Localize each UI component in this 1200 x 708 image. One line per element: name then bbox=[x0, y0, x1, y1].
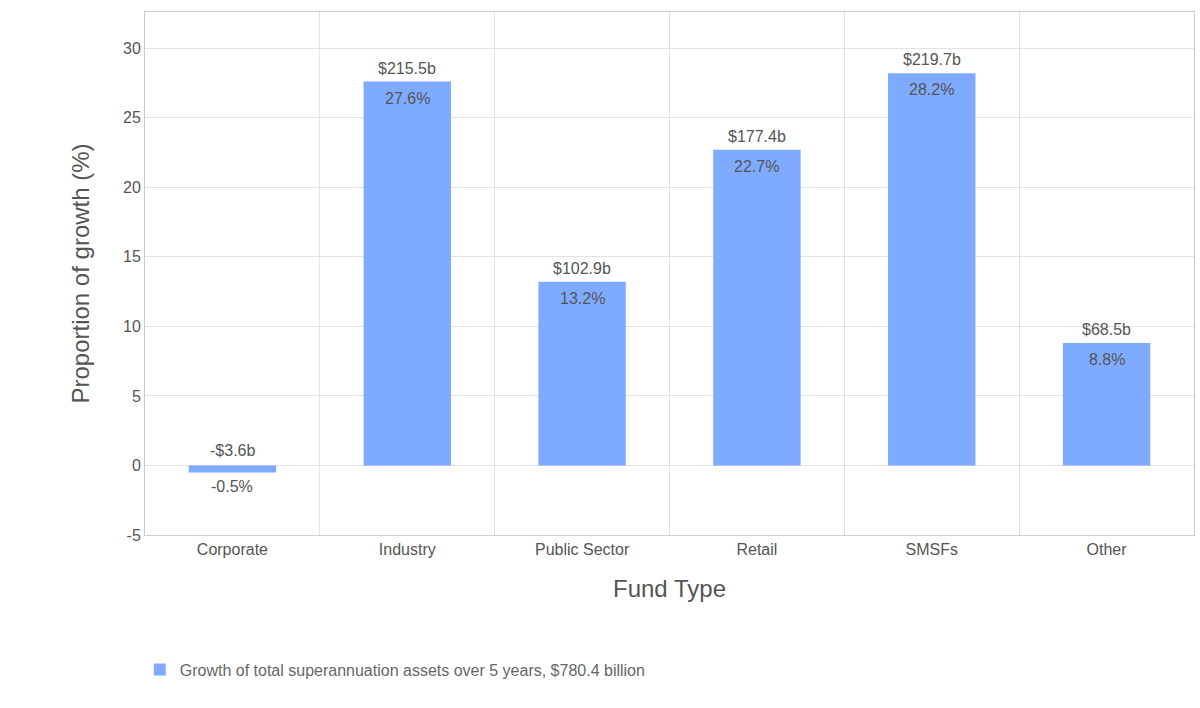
svg-text:10: 10 bbox=[123, 318, 141, 335]
svg-text:Proportion of growth (%): Proportion of growth (%) bbox=[67, 143, 94, 403]
svg-text:13.2%: 13.2% bbox=[560, 290, 605, 307]
svg-text:Industry: Industry bbox=[379, 541, 436, 558]
svg-text:Retail: Retail bbox=[736, 541, 777, 558]
svg-text:5: 5 bbox=[132, 388, 141, 405]
svg-text:Corporate: Corporate bbox=[197, 541, 268, 558]
svg-text:28.2%: 28.2% bbox=[909, 81, 954, 98]
svg-text:SMSFs: SMSFs bbox=[906, 541, 958, 558]
svg-text:Other: Other bbox=[1087, 541, 1128, 558]
svg-text:-$3.6b: -$3.6b bbox=[210, 442, 255, 459]
svg-text:20: 20 bbox=[123, 179, 141, 196]
svg-text:0: 0 bbox=[132, 457, 141, 474]
svg-text:27.6%: 27.6% bbox=[385, 90, 430, 107]
svg-text:8.8%: 8.8% bbox=[1089, 351, 1125, 368]
svg-text:22.7%: 22.7% bbox=[734, 158, 779, 175]
svg-text:25: 25 bbox=[123, 109, 141, 126]
svg-text:Growth of total superannuation: Growth of total superannuation assets ov… bbox=[180, 662, 645, 679]
svg-text:$102.9b: $102.9b bbox=[553, 260, 611, 277]
svg-text:Fund Type: Fund Type bbox=[613, 575, 726, 602]
svg-text:$68.5b: $68.5b bbox=[1082, 321, 1131, 338]
svg-text:$215.5b: $215.5b bbox=[378, 60, 436, 77]
svg-text:$177.4b: $177.4b bbox=[728, 128, 786, 145]
svg-text:30: 30 bbox=[123, 40, 141, 57]
svg-text:-0.5%: -0.5% bbox=[211, 478, 253, 495]
svg-text:Public Sector: Public Sector bbox=[535, 541, 630, 558]
svg-text:$219.7b: $219.7b bbox=[903, 51, 961, 68]
svg-text:-5: -5 bbox=[127, 527, 141, 544]
svg-text:15: 15 bbox=[123, 248, 141, 265]
